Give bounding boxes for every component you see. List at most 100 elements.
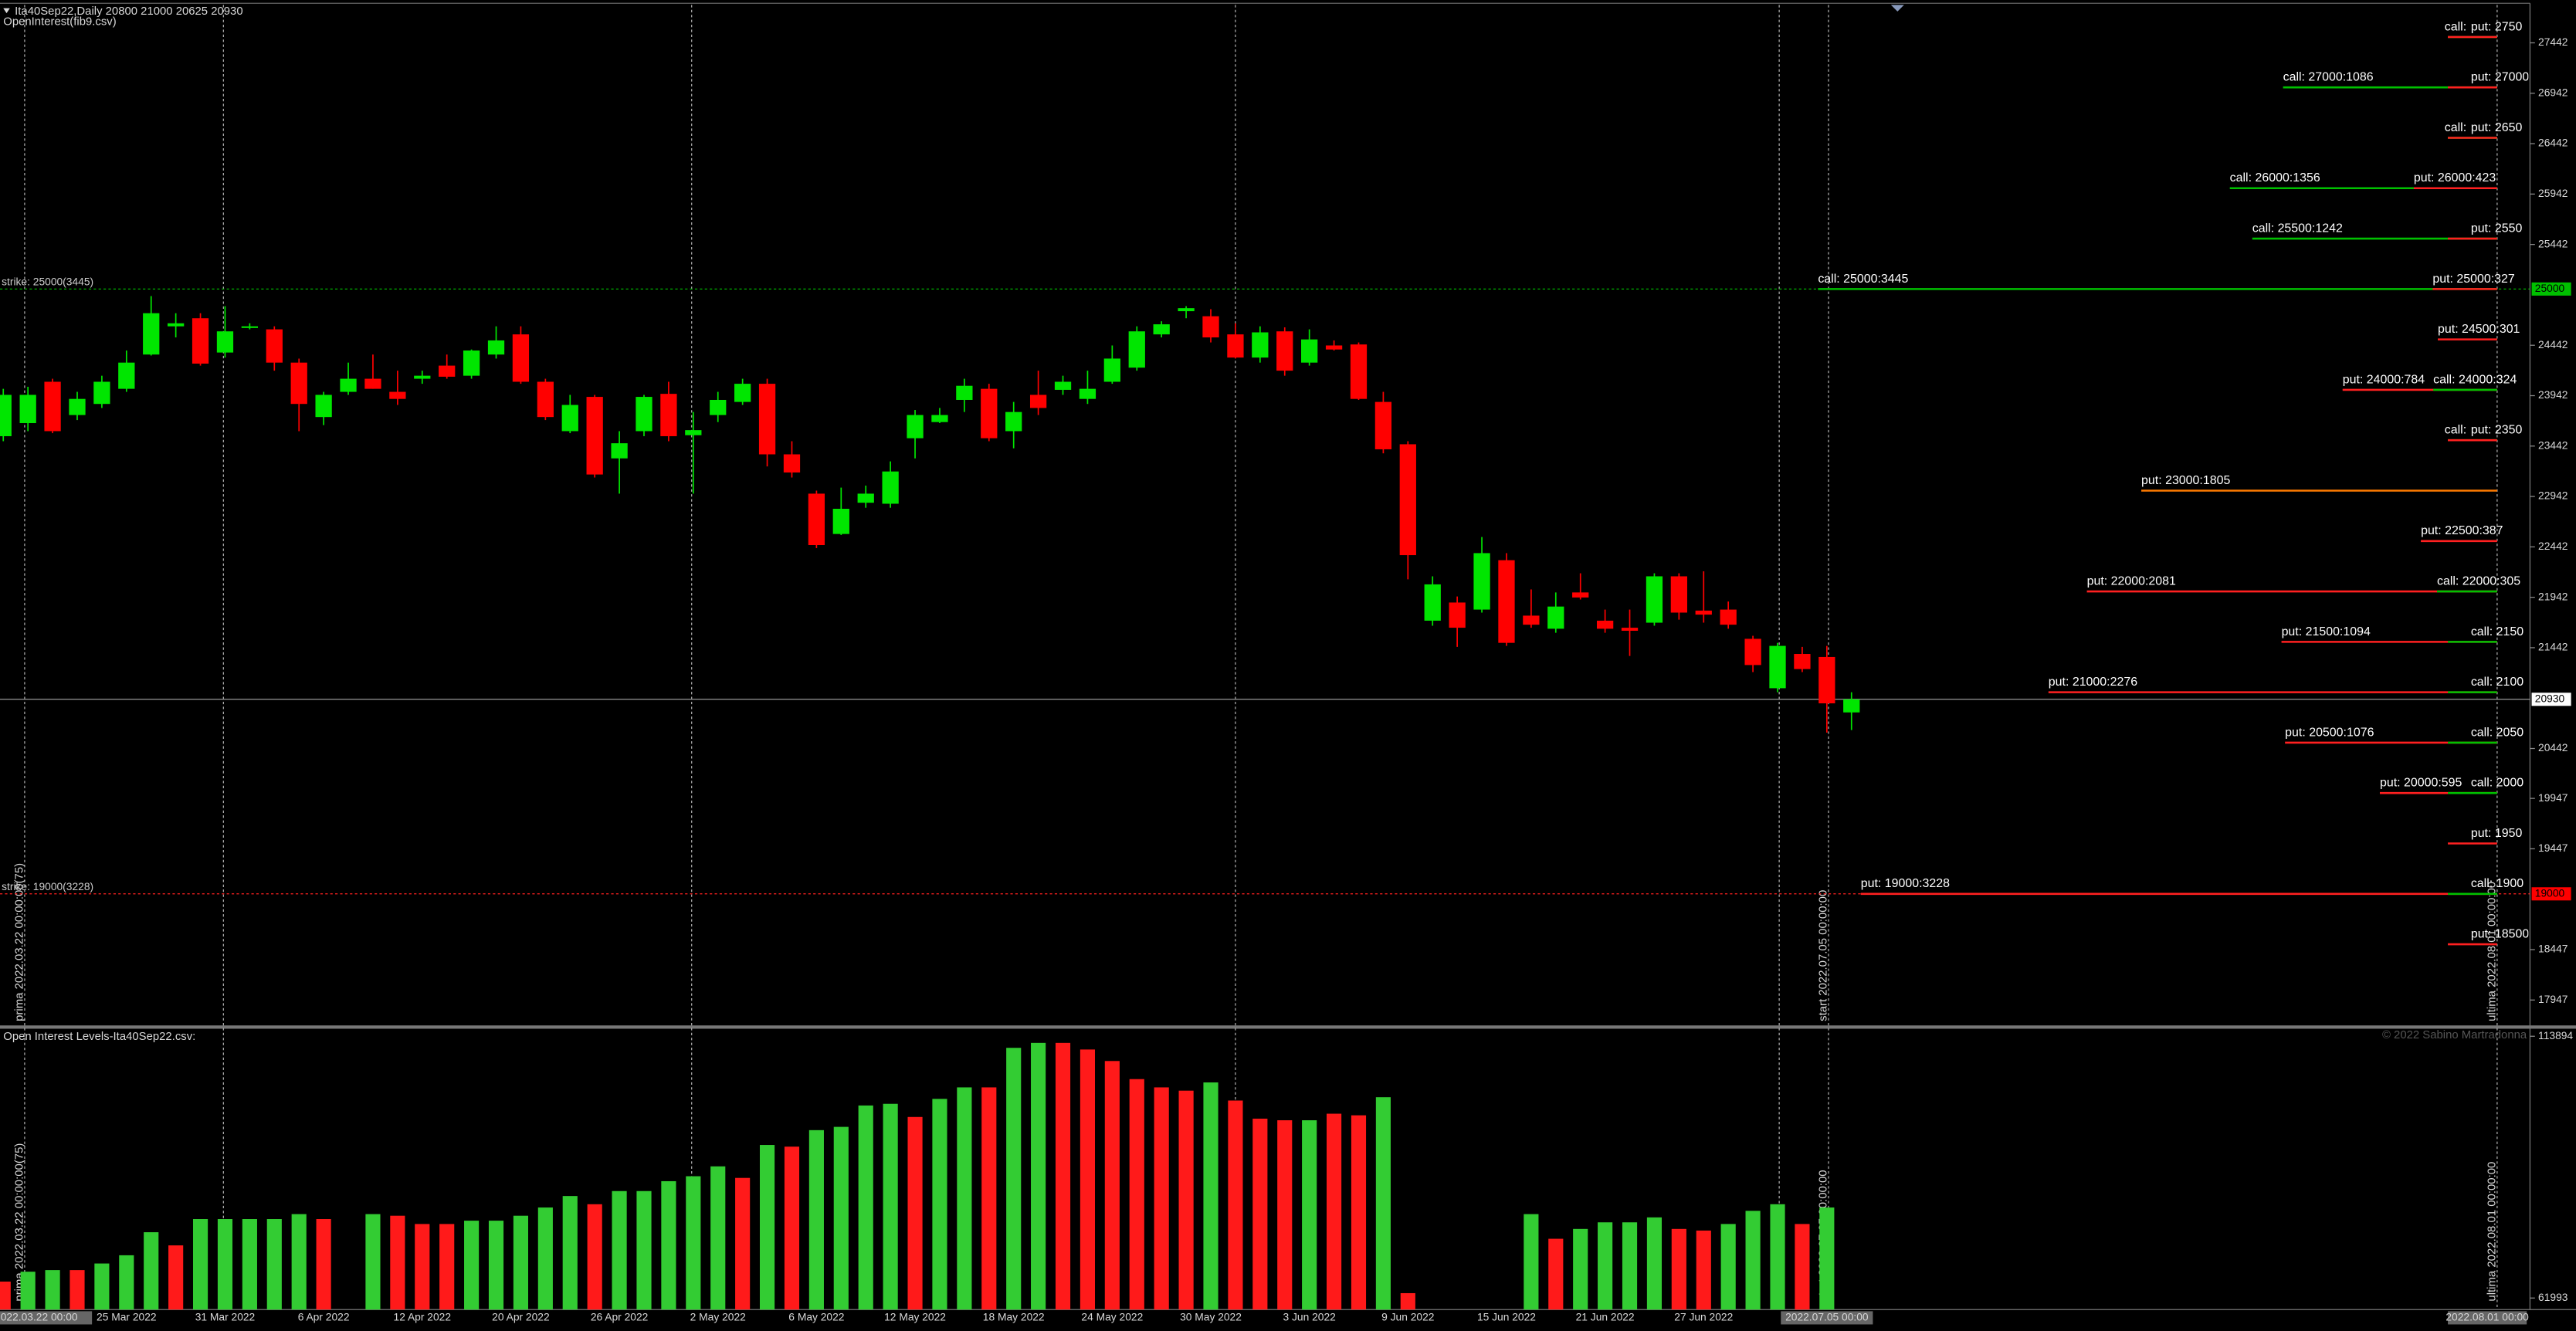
- x-tick-label: 25 Mar 2022: [97, 1311, 157, 1323]
- level-label: put: 23000:1805: [2141, 474, 2230, 487]
- level-label: call: 26000:1356: [2230, 171, 2320, 185]
- candle-body: [660, 394, 677, 436]
- time-marker-box: [1781, 1311, 1873, 1325]
- price-panel: strike: 25000(3445) strike: 19000(3228): [0, 275, 2530, 895]
- candle-body: [216, 331, 234, 353]
- x-tick-label: 24 May 2022: [1081, 1311, 1143, 1323]
- level-label: put: 2550: [2471, 222, 2523, 235]
- oi-bar: [119, 1255, 134, 1310]
- x-tick-label: 27 Jun 2022: [1674, 1311, 1733, 1323]
- candle-body: [118, 362, 135, 389]
- candle-body: [1325, 345, 1343, 350]
- x-tick-label: 9 Jun 2022: [1381, 1311, 1434, 1323]
- candle-body: [1449, 602, 1466, 628]
- oi-levels: call: put: 2750 call: 27000:1086 put: 27000…: [1818, 20, 2540, 946]
- marker-text: ultima 2022.08.01 00:00:00: [2486, 882, 2498, 1021]
- oi-bar: [1203, 1082, 1219, 1310]
- candle-body: [1498, 560, 1515, 643]
- marker-text: prima 2022.03.22 00:00:00(75): [13, 1143, 25, 1302]
- oi-bar: [1696, 1230, 1711, 1310]
- candle-body: [1794, 654, 1811, 669]
- candle-body: [290, 362, 307, 405]
- candle-body: [192, 318, 209, 364]
- candle-body: [1424, 584, 1441, 621]
- oi-bar: [45, 1270, 60, 1310]
- x-tick-label: 2022.03.22 00:00: [0, 1311, 78, 1323]
- candle-body: [685, 430, 702, 435]
- candle-body: [364, 378, 381, 389]
- oi-bar: [168, 1245, 184, 1310]
- oi-bar: [316, 1219, 331, 1310]
- marker-text: start 2022.07.05 00:00:00: [1818, 890, 1830, 1021]
- y-tick-label: 113894: [2538, 1029, 2573, 1041]
- candle-body: [1843, 699, 1860, 713]
- candle-body: [1473, 553, 1490, 610]
- candle-body: [857, 493, 874, 503]
- x-tick-label: 15 Jun 2022: [1477, 1311, 1536, 1323]
- candle-body: [340, 378, 357, 392]
- candle-body: [1572, 592, 1589, 598]
- oi-bar: [808, 1129, 824, 1310]
- y-tick-label: 19947: [2538, 791, 2568, 804]
- oi-bar: [833, 1126, 849, 1310]
- oi-bar: [883, 1103, 898, 1310]
- candle-body: [1744, 638, 1761, 666]
- candle-body: [783, 454, 801, 472]
- indicator-name: OpenInterest(fib9.csv): [3, 16, 116, 29]
- level-label: put: 21500:1094: [2282, 625, 2371, 638]
- level-label: put: 22500:387: [2421, 524, 2503, 537]
- candle-body: [1374, 401, 1392, 449]
- candle-body: [882, 471, 899, 504]
- price-marker-box: [2531, 693, 2571, 706]
- price-marker-box: [2531, 282, 2571, 296]
- candle-body: [1227, 334, 1244, 358]
- oi-bar: [291, 1214, 307, 1310]
- price-marker-label: 20930: [2535, 692, 2565, 704]
- axes: 25000 20930 19000 27442 26942 26442 25942 25442…: [0, 36, 2573, 1325]
- candle-body: [512, 334, 530, 382]
- x-tick-label: 12 Apr 2022: [394, 1311, 451, 1323]
- oi-bar: [1795, 1224, 1810, 1310]
- y-tick-label: 26942: [2538, 86, 2568, 98]
- level-label: put: 19000:3228: [1861, 877, 1950, 890]
- x-tick-label: 21 Jun 2022: [1576, 1311, 1635, 1323]
- x-tick-label: 2022.07.05 00:00: [1785, 1311, 1869, 1323]
- oi-bar: [1622, 1222, 1638, 1310]
- level-label: put: 21000:2276: [2049, 676, 2137, 689]
- oi-bar: [20, 1272, 36, 1310]
- candle-body: [537, 381, 554, 418]
- future-label: 2022.08.01 00:00: [2446, 1311, 2529, 1323]
- level-label: put: 27000:1: [2471, 71, 2540, 84]
- level-label: call: 25000:3445: [1818, 273, 1908, 286]
- x-tick-label: 26 Apr 2022: [591, 1311, 648, 1323]
- oi-bar: [537, 1207, 553, 1310]
- candle-body: [636, 397, 652, 432]
- oi-bar: [217, 1219, 233, 1310]
- candle-body: [315, 395, 332, 418]
- oi-bar: [390, 1215, 405, 1310]
- candle-body: [1547, 606, 1564, 629]
- candle-body: [414, 375, 431, 379]
- oi-bar: [636, 1190, 652, 1310]
- y-tick-label: 25942: [2538, 187, 2568, 199]
- oi-bar: [1671, 1228, 1686, 1310]
- oi-bar: [1252, 1118, 1268, 1310]
- oi-bar: [1129, 1079, 1144, 1310]
- level-label: put: 24000:784: [2343, 373, 2425, 386]
- x-tick-label: 18 May 2022: [983, 1311, 1045, 1323]
- oi-bar: [759, 1145, 775, 1310]
- copyright: © 2022 Sabino Martradonna: [2382, 1029, 2527, 1041]
- oi-bar: [1055, 1042, 1071, 1310]
- candle-body: [561, 405, 578, 432]
- panel-title: Open Interest Levels-Ita40Sep22.csv:: [3, 1031, 195, 1043]
- y-tick-label: 25442: [2538, 237, 2568, 249]
- oi-bar: [1598, 1222, 1613, 1310]
- oi-bar: [1646, 1217, 1663, 1310]
- candle-body: [1005, 411, 1022, 432]
- oi-bar: [1031, 1042, 1046, 1310]
- shift-marker: [1890, 5, 1904, 12]
- candle-body: [808, 493, 825, 546]
- x-tick-label: 31 Mar 2022: [195, 1311, 256, 1323]
